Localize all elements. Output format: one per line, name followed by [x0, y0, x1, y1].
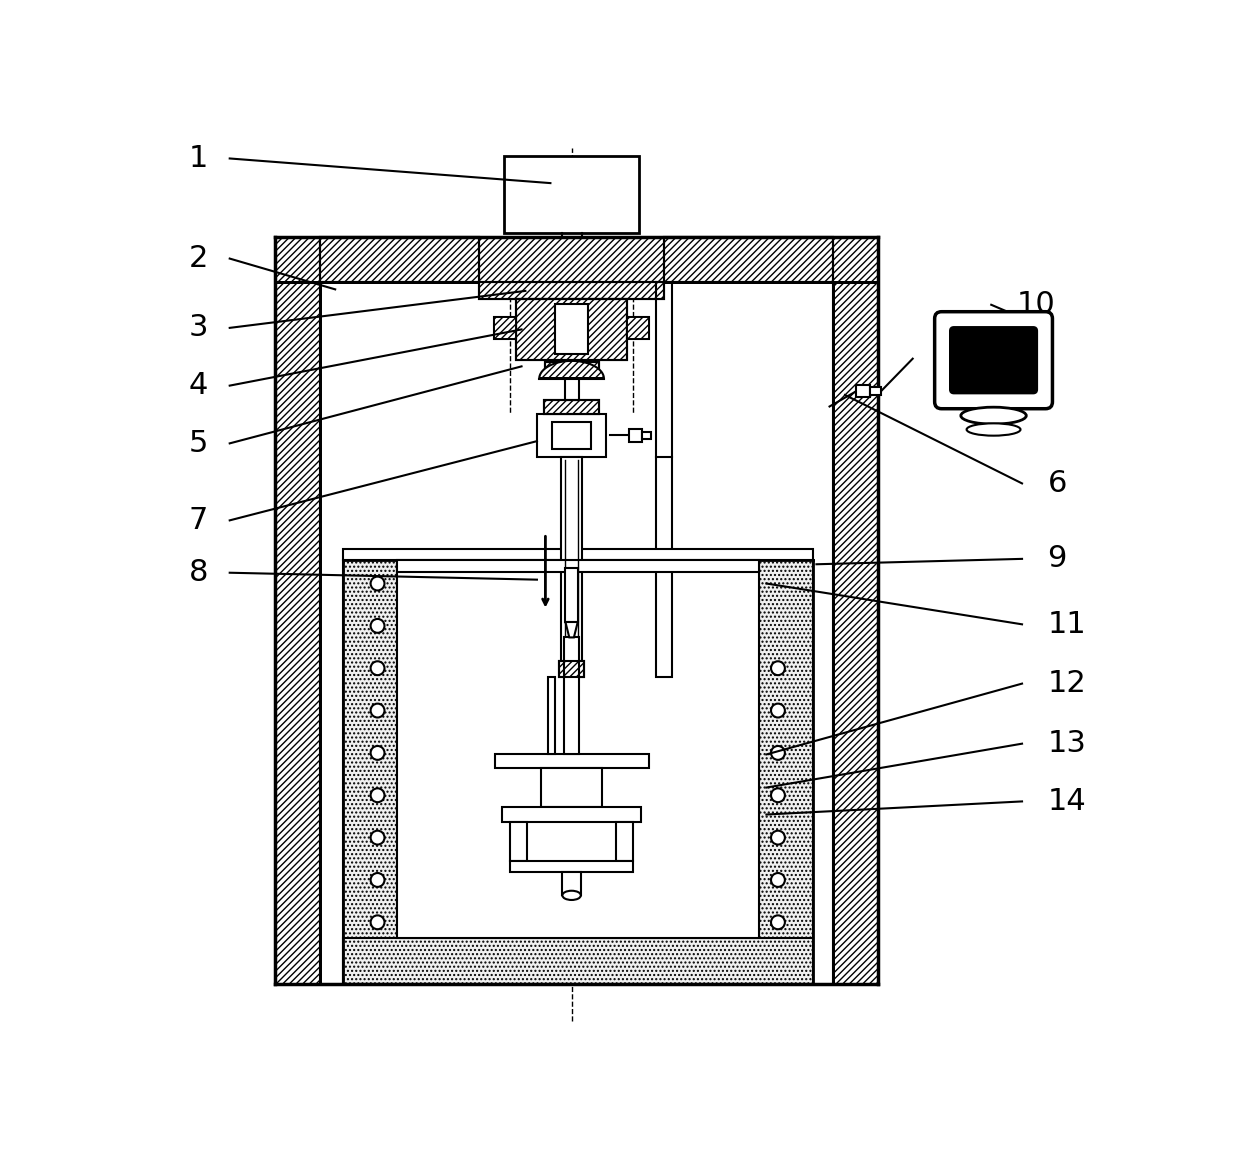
- Bar: [502, 807, 641, 822]
- Bar: [857, 385, 870, 398]
- Text: 13: 13: [1048, 730, 1086, 758]
- Ellipse shape: [961, 407, 1027, 425]
- Bar: [833, 282, 878, 984]
- Bar: [565, 568, 578, 622]
- Bar: [759, 561, 812, 984]
- Bar: [479, 282, 663, 299]
- Ellipse shape: [563, 890, 580, 900]
- Bar: [320, 237, 479, 282]
- Text: 7: 7: [188, 506, 208, 535]
- Circle shape: [771, 746, 785, 760]
- Bar: [495, 317, 516, 339]
- Bar: [559, 660, 584, 678]
- Text: 9: 9: [1048, 544, 1066, 574]
- Bar: [627, 317, 649, 339]
- Circle shape: [771, 704, 785, 718]
- Bar: [641, 432, 651, 439]
- Text: 6: 6: [1048, 469, 1066, 497]
- Bar: [495, 317, 516, 339]
- Circle shape: [371, 619, 384, 632]
- FancyBboxPatch shape: [935, 312, 1053, 408]
- Polygon shape: [565, 622, 578, 637]
- Circle shape: [371, 915, 384, 929]
- Bar: [516, 299, 627, 360]
- Bar: [556, 304, 588, 354]
- Bar: [630, 429, 641, 441]
- Circle shape: [771, 788, 785, 802]
- Bar: [870, 387, 882, 395]
- Bar: [833, 282, 878, 984]
- Bar: [544, 361, 599, 378]
- Text: 3: 3: [188, 313, 208, 343]
- Bar: [548, 678, 554, 754]
- Bar: [343, 561, 397, 984]
- Bar: [343, 937, 812, 984]
- Bar: [541, 768, 603, 807]
- Text: 5: 5: [188, 429, 208, 457]
- Bar: [510, 822, 527, 861]
- Circle shape: [371, 873, 384, 887]
- Circle shape: [371, 830, 384, 845]
- Bar: [663, 237, 833, 282]
- Circle shape: [371, 577, 384, 590]
- Polygon shape: [539, 361, 604, 379]
- Circle shape: [771, 873, 785, 887]
- Bar: [320, 237, 479, 282]
- Text: 12: 12: [1048, 669, 1086, 698]
- Bar: [627, 317, 649, 339]
- Bar: [275, 237, 878, 282]
- Bar: [516, 299, 627, 360]
- Bar: [397, 561, 759, 572]
- Bar: [563, 873, 580, 895]
- Bar: [564, 637, 579, 754]
- Bar: [616, 822, 634, 861]
- Text: 11: 11: [1048, 610, 1086, 639]
- Bar: [479, 282, 663, 299]
- Text: 1: 1: [188, 144, 208, 172]
- FancyBboxPatch shape: [950, 327, 1037, 393]
- Bar: [656, 456, 672, 678]
- Bar: [495, 754, 649, 768]
- Bar: [627, 317, 649, 339]
- Bar: [544, 361, 599, 378]
- Bar: [663, 237, 833, 282]
- Circle shape: [371, 662, 384, 676]
- Circle shape: [371, 746, 384, 760]
- Circle shape: [371, 788, 384, 802]
- Ellipse shape: [967, 423, 1021, 435]
- Bar: [343, 549, 812, 561]
- Circle shape: [771, 830, 785, 845]
- Bar: [275, 282, 320, 984]
- Bar: [559, 660, 584, 678]
- Text: 4: 4: [188, 371, 208, 400]
- Bar: [552, 422, 590, 449]
- Bar: [275, 237, 878, 282]
- Circle shape: [771, 662, 785, 676]
- Text: 8: 8: [188, 558, 208, 588]
- Text: 10: 10: [1017, 290, 1055, 319]
- Bar: [564, 379, 579, 400]
- Text: 2: 2: [188, 244, 208, 273]
- Bar: [510, 861, 634, 873]
- Text: 14: 14: [1048, 787, 1086, 816]
- Bar: [544, 400, 599, 414]
- Bar: [397, 561, 759, 937]
- Bar: [275, 282, 320, 984]
- Bar: [544, 400, 599, 414]
- Bar: [560, 456, 583, 672]
- Circle shape: [771, 915, 785, 929]
- Bar: [537, 414, 606, 456]
- Bar: [505, 156, 639, 233]
- Bar: [495, 317, 516, 339]
- Circle shape: [371, 704, 384, 718]
